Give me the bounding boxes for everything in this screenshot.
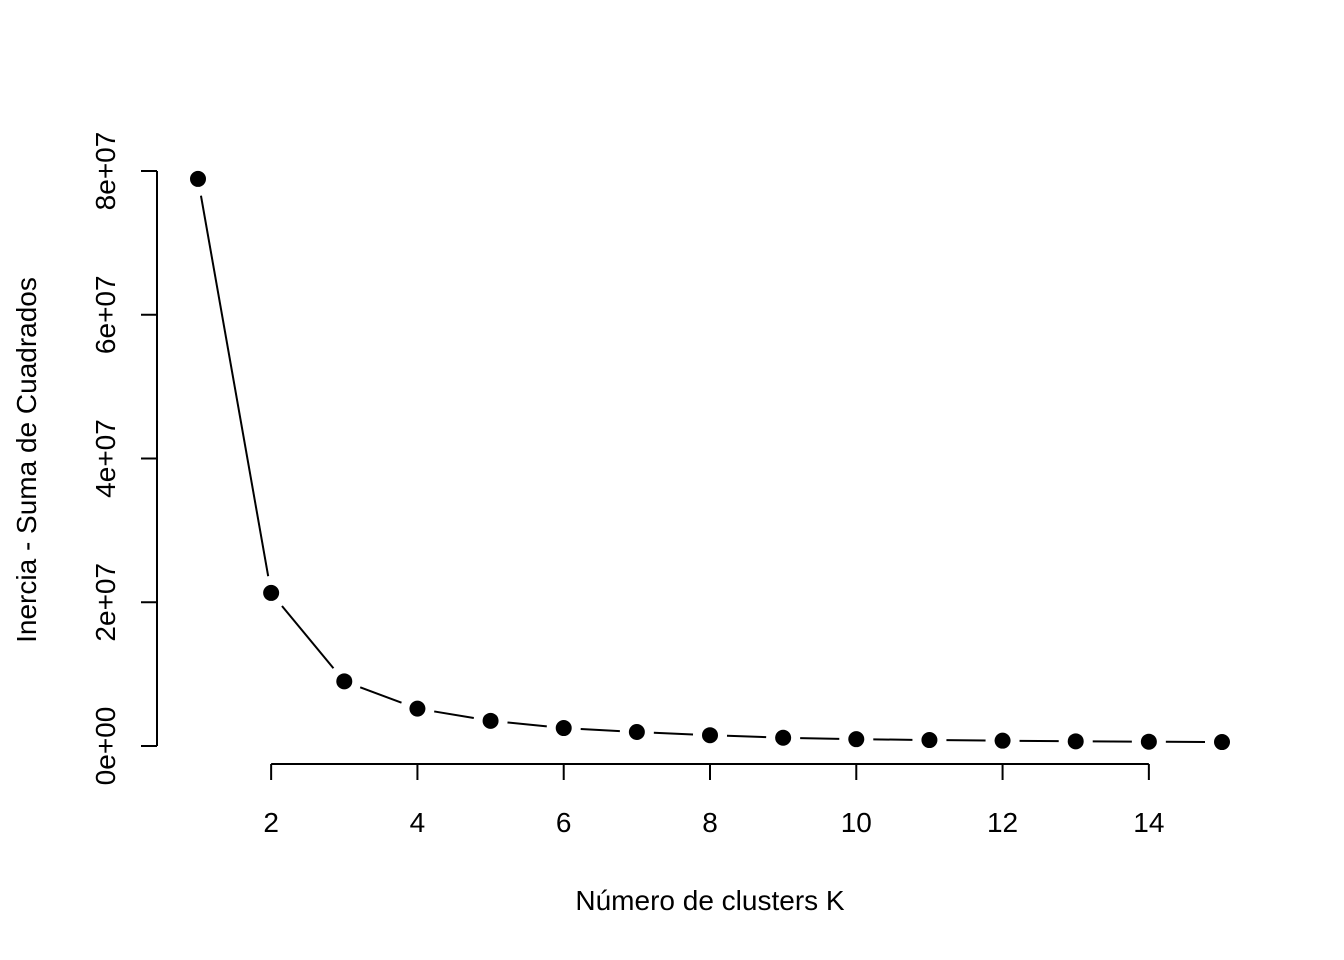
series-segment — [507, 721, 547, 728]
series-segment — [199, 195, 270, 577]
y-tick-label: 2e+07 — [90, 563, 121, 642]
x-tick-label: 12 — [987, 807, 1018, 838]
series-segment — [281, 605, 335, 669]
series-segment — [726, 734, 767, 739]
x-tick-label: 4 — [410, 807, 426, 838]
series-segment — [800, 737, 840, 740]
data-point — [848, 731, 865, 748]
data-point — [482, 712, 499, 729]
data-point — [628, 723, 645, 740]
data-point — [994, 732, 1011, 749]
y-axis: 0e+00 2e+07 4e+07 6e+07 8e+07 — [90, 132, 158, 786]
y-tick-label: 8e+07 — [90, 132, 121, 211]
x-axis: 2 4 6 8 10 12 14 — [263, 763, 1164, 838]
x-tick-label: 8 — [702, 807, 718, 838]
data-point — [409, 700, 426, 717]
data-point — [921, 732, 938, 749]
data-point — [702, 727, 718, 744]
x-tick-label: 6 — [556, 807, 572, 838]
data-point — [775, 729, 792, 746]
series-segment — [434, 710, 474, 720]
series-line — [199, 195, 1206, 743]
data-point — [1140, 733, 1157, 750]
data-point — [190, 170, 206, 187]
data-points — [190, 170, 1230, 751]
x-tick-label: 10 — [841, 807, 872, 838]
data-point — [263, 584, 280, 601]
y-tick-label: 6e+07 — [90, 275, 121, 354]
y-tick-label: 0e+00 — [90, 707, 121, 786]
data-point — [1067, 733, 1084, 750]
y-axis-title: Inercia - Suma de Cuadrados — [11, 277, 42, 643]
y-tick-label: 4e+07 — [90, 419, 121, 498]
data-point — [336, 673, 353, 690]
x-tick-label: 14 — [1133, 807, 1164, 838]
x-tick-label: 2 — [263, 807, 279, 838]
data-point — [1214, 734, 1230, 751]
data-point — [555, 720, 572, 737]
series-segment — [653, 731, 694, 736]
series-segment — [580, 727, 620, 733]
series-segment — [359, 686, 402, 704]
x-axis-title: Número de clusters K — [575, 885, 845, 916]
